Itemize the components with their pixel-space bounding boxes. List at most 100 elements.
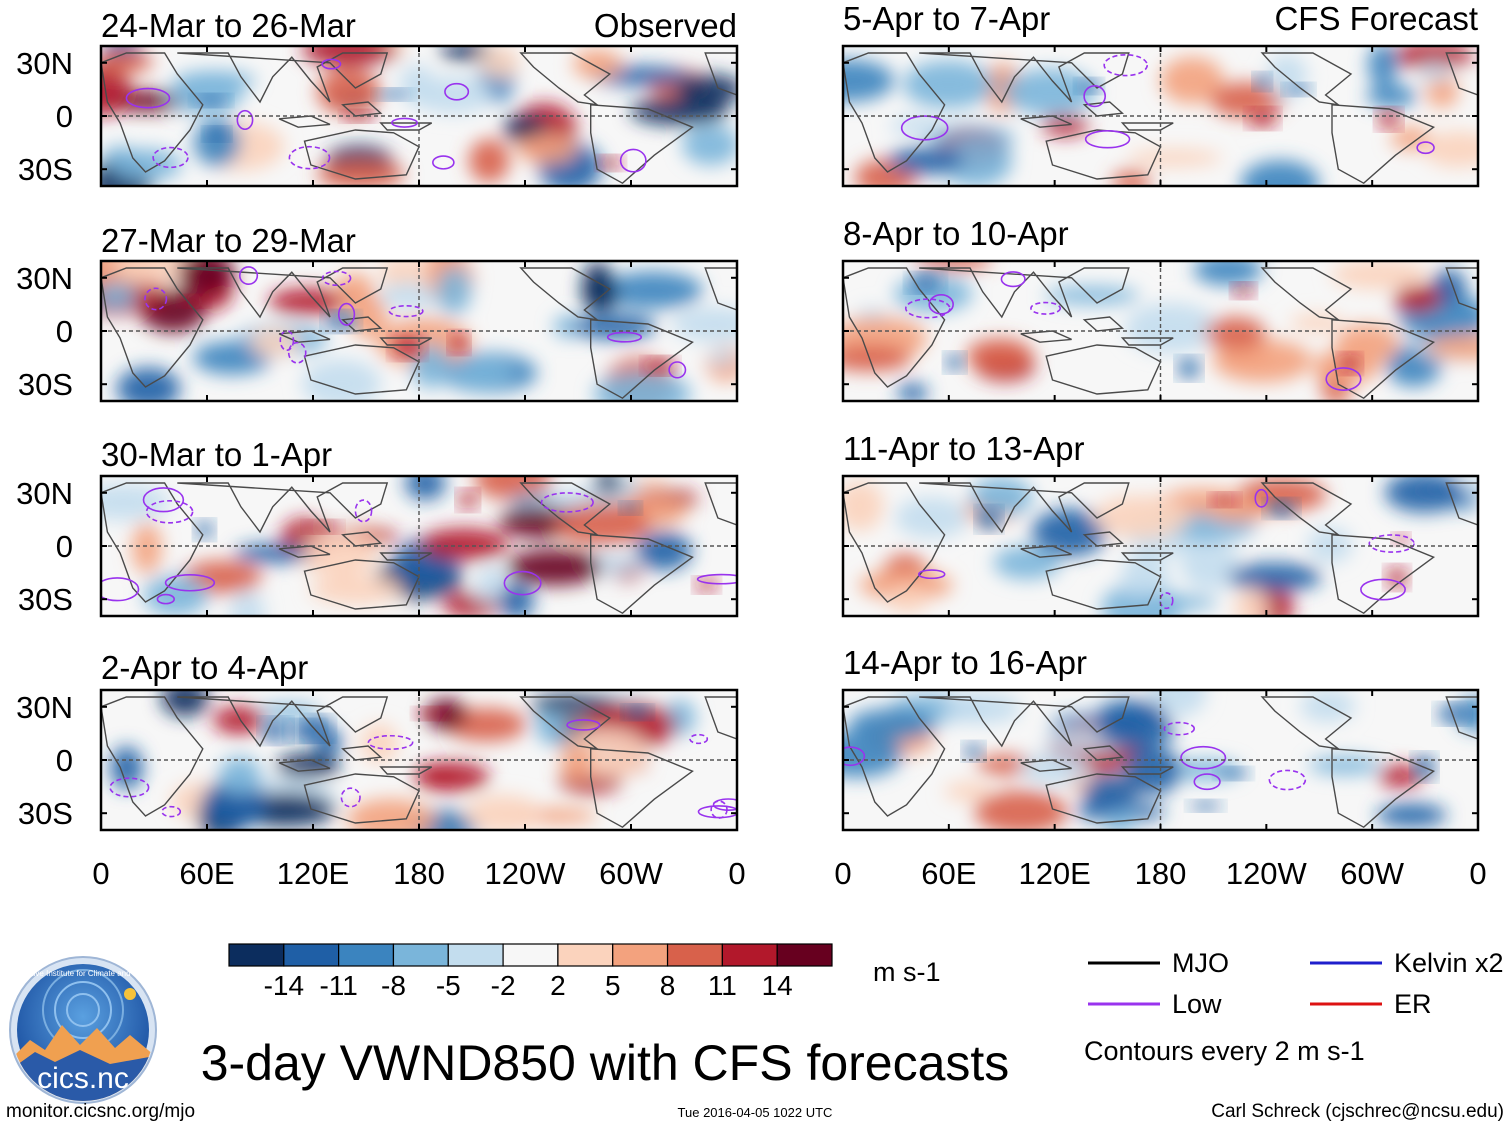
low-contour [164, 573, 216, 592]
low-contour [125, 87, 171, 109]
low-contour [697, 805, 737, 819]
y-tick-label: 0 [56, 99, 73, 134]
low-contour [540, 492, 594, 513]
wind-anomaly-field [101, 476, 737, 616]
low-contour [619, 148, 647, 173]
low-contour [843, 746, 866, 767]
low-contour [1325, 367, 1362, 391]
colorbar-swatch [502, 943, 559, 967]
panel-title: 11-Apr to 13-Apr [843, 430, 1085, 467]
y-tick-label: 30N [16, 690, 73, 725]
x-tick-label: 180 [393, 856, 445, 891]
low-contour [689, 733, 709, 745]
low-contour [288, 145, 331, 170]
main-title: 3-day VWND850 with CFS forecasts [201, 1035, 1010, 1091]
colorbar-swatch [228, 943, 285, 967]
x-tick-label: 0 [834, 856, 851, 891]
low-contour [900, 115, 949, 141]
colorbar-tick-label: 11 [708, 970, 737, 1001]
low-contour [1416, 141, 1435, 155]
low-contour [668, 361, 687, 379]
x-tick-label: 0 [1469, 856, 1486, 891]
legend-note: Contours every 2 m s-1 [1084, 1036, 1365, 1066]
x-tick-label: 60E [179, 856, 234, 891]
low-contour [928, 294, 954, 315]
x-tick-label: 120W [1226, 856, 1308, 891]
wind-anomaly-field [101, 261, 737, 401]
low-contour [236, 109, 254, 131]
low-contour [144, 287, 168, 311]
panel-title: 8-Apr to 10-Apr [843, 215, 1069, 252]
y-tick-label: 30N [16, 46, 73, 81]
low-contour [1368, 534, 1415, 553]
cics-logo: cics.nc Cooperative Institute for Climat… [1, 956, 165, 1104]
author: Carl Schreck (cjschrec@ncsu.edu) [1211, 1101, 1504, 1122]
wind-anomaly-field [843, 476, 1478, 616]
low-contour [712, 798, 737, 811]
colorbar-swatch [392, 943, 449, 967]
low-contour [1193, 773, 1221, 791]
y-tick-label: 30N [16, 476, 73, 511]
low-contour [354, 499, 373, 523]
low-contour [1083, 85, 1107, 108]
low-contour [152, 146, 189, 169]
low-contour [142, 487, 185, 513]
x-tick-label: 0 [728, 856, 745, 891]
low-contour [1030, 301, 1062, 315]
x-axis-ticks: 0 60E 120E 180 120W 60W 0 0 60E 120E 180 120W 60W 0 [92, 856, 1486, 891]
low-contour [1254, 488, 1269, 508]
x-tick-label: 60E [921, 856, 976, 891]
panel-label: CFS Forecast [1274, 0, 1478, 37]
y-tick-label: 0 [56, 314, 73, 349]
legend-label: Low [1172, 989, 1222, 1019]
map-panel: 30N 0 30S 30-Mar to 1-Apr [16, 436, 739, 618]
colorbar-swatch [338, 943, 395, 967]
y-tick-label: 0 [56, 529, 73, 564]
low-contour [1103, 53, 1149, 77]
y-tick-label: 30S [18, 796, 73, 831]
legend-label: ER [1394, 989, 1432, 1019]
low-contour [161, 805, 182, 818]
x-tick-label: 60W [599, 856, 663, 891]
wind-anomaly-field [101, 690, 737, 830]
wind-anomaly-field [843, 690, 1478, 830]
low-contour [238, 266, 259, 285]
low-contour [279, 330, 295, 352]
low-contour [391, 117, 418, 128]
map-panel: 8-Apr to 10-Apr [841, 215, 1480, 403]
low-contour [432, 155, 455, 170]
colorbar-tick-label: -2 [491, 970, 516, 1001]
colorbar-tick-label: 8 [660, 970, 676, 1001]
low-contour [321, 58, 342, 70]
x-tick-label: 60W [1340, 856, 1404, 891]
colorbar-tick-label: -5 [436, 970, 461, 1001]
x-tick-label: 120W [485, 856, 567, 891]
colorbar-tick-label: -8 [381, 970, 406, 1001]
panel-title: 24-Mar to 26-Mar [101, 7, 356, 44]
panel-title: 27-Mar to 29-Mar [101, 222, 356, 259]
y-tick-label: 30N [16, 261, 73, 296]
legend-label: Kelvin x2 [1394, 948, 1504, 978]
panel-title: 5-Apr to 7-Apr [843, 0, 1050, 37]
low-contour [367, 734, 414, 750]
legend: MJO Kelvin x2 Low ER [1088, 948, 1504, 1019]
map-panel: 14-Apr to 16-Apr [841, 644, 1480, 832]
timestamp: Tue 2016-04-05 1022 UTC [678, 1105, 833, 1120]
low-contour [444, 82, 470, 101]
x-tick-label: 180 [1135, 856, 1187, 891]
low-contour [156, 593, 175, 605]
y-tick-label: 0 [56, 743, 73, 778]
panel-title: 2-Apr to 4-Apr [101, 649, 308, 686]
colorbar-swatch [283, 943, 340, 967]
low-contour [101, 577, 140, 602]
colorbar: -14 -11 -8 -5 -2 2 5 8 11 14 [228, 943, 833, 1001]
low-contour [1159, 592, 1174, 610]
x-tick-label: 0 [92, 856, 109, 891]
low-contour [321, 270, 352, 286]
x-tick-label: 120E [277, 856, 349, 891]
colorbar-swatch [447, 943, 504, 967]
panel-title: 14-Apr to 16-Apr [843, 644, 1087, 681]
low-contour [904, 298, 951, 319]
low-contour [1163, 721, 1195, 736]
